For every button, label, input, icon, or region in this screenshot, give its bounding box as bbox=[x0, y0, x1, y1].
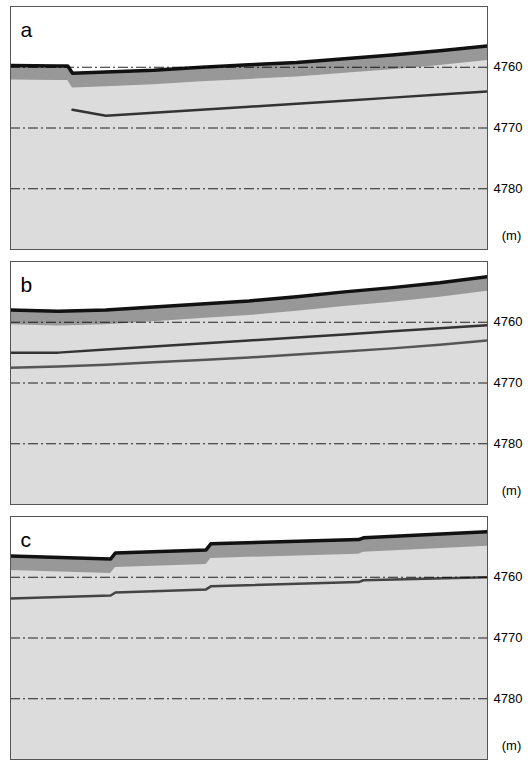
svg-text:4770: 4770 bbox=[494, 375, 523, 390]
svg-text:4770: 4770 bbox=[494, 630, 523, 645]
svg-text:4760: 4760 bbox=[494, 59, 523, 74]
svg-text:(m): (m) bbox=[502, 228, 522, 243]
svg-text:4780: 4780 bbox=[494, 691, 523, 706]
svg-text:a: a bbox=[21, 18, 33, 41]
svg-text:4760: 4760 bbox=[494, 569, 523, 584]
svg-text:4780: 4780 bbox=[494, 181, 523, 196]
svg-text:b: b bbox=[21, 273, 33, 296]
svg-text:4780: 4780 bbox=[494, 436, 523, 451]
svg-text:c: c bbox=[21, 528, 32, 551]
svg-text:(m): (m) bbox=[502, 738, 522, 753]
svg-text:4760: 4760 bbox=[494, 314, 523, 329]
svg-text:4770: 4770 bbox=[494, 120, 523, 135]
svg-text:(m): (m) bbox=[502, 483, 522, 498]
